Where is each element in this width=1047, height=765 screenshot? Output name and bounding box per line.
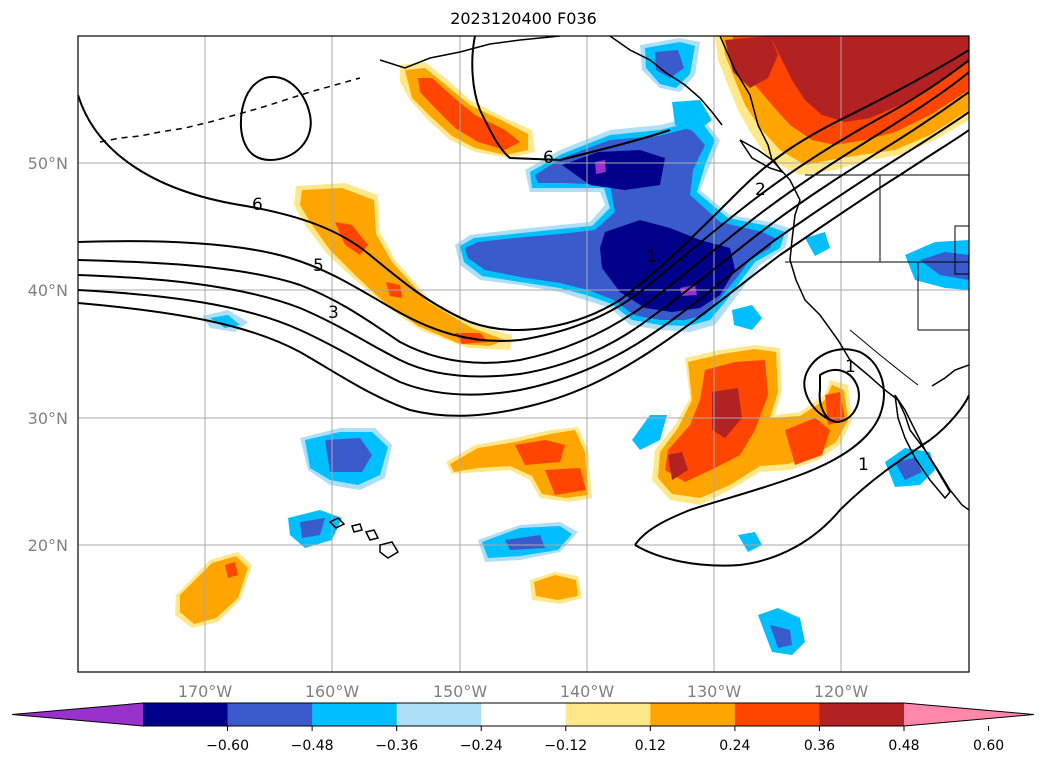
contour-labels: 6 5 3 6 1 2 1 1 (252, 148, 869, 475)
colorbar-tick-label: −0.48 (291, 738, 334, 754)
colorbar-swatch (481, 703, 567, 726)
map-contents: 6 5 3 6 1 2 1 1 (78, 36, 969, 672)
lat-label: 50°N (28, 154, 68, 173)
colorbar-tick-label: 0.36 (804, 738, 835, 754)
lon-label: 160°W (305, 682, 360, 701)
colorbar-tick-label: 0.60 (973, 738, 1004, 754)
cold-region-small (202, 38, 969, 655)
warm-region-subtropic-central (446, 427, 592, 502)
colorbar-tick-label: −0.12 (544, 738, 587, 754)
political-borders (785, 174, 969, 386)
colorbar-swatch (312, 703, 398, 726)
colorbar-swatch (734, 703, 820, 726)
colorbar-tick-label: 0.24 (719, 738, 750, 754)
colorbar-tick-label: −0.24 (460, 738, 503, 754)
hawaiian-islands (328, 517, 400, 559)
lon-label: 140°W (560, 682, 615, 701)
colorbar-swatch (143, 703, 229, 726)
warm-region-subtropic-east (652, 345, 852, 505)
colorbar-swatch (396, 703, 482, 726)
colorbar-extend-min (12, 703, 143, 726)
lat-label: 30°N (28, 409, 68, 428)
contour-label: 6 (252, 195, 263, 215)
colorbar-swatch (227, 703, 313, 726)
coastlines (99, 36, 969, 511)
lon-label: 130°W (687, 682, 742, 701)
lat-label: 40°N (28, 281, 68, 300)
lat-label: 20°N (28, 536, 68, 555)
graticule (78, 36, 969, 672)
contour-label: 6 (543, 148, 554, 168)
colorbar: −0.60 −0.48 −0.36 −0.24 −0.12 0.12 0.24 0.36 0.4… (11, 702, 1035, 754)
colorbar-tick-label: 0.48 (888, 738, 919, 754)
lon-label: 120°W (814, 682, 869, 701)
colorbar-swatch (650, 703, 736, 726)
warm-region-south-west (175, 552, 582, 628)
height-contours (78, 36, 969, 567)
contour-label: 5 (313, 256, 324, 276)
contour-label: 1 (646, 247, 657, 267)
contour-label: 2 (755, 180, 766, 200)
warm-region-gulf-alaska (400, 62, 535, 158)
colorbar-tick-label: 0.12 (635, 738, 666, 754)
lon-label: 150°W (433, 682, 488, 701)
map-frame (77, 35, 970, 673)
contour-label: 1 (858, 455, 869, 475)
map-title: 2023120400 F036 (450, 9, 597, 28)
colorbar-extend-max (904, 703, 1034, 726)
lon-label: 170°W (178, 682, 233, 701)
colorbar-swatch (819, 703, 905, 726)
contour-label: 1 (845, 357, 856, 377)
longitude-labels: 170°W 160°W 150°W 140°W 130°W 120°W (178, 682, 869, 701)
colorbar-tick-label: −0.60 (206, 738, 249, 754)
colorbar-swatch (565, 703, 651, 726)
warm-region-canada (715, 36, 969, 175)
contour-label: 3 (328, 303, 339, 323)
latitude-labels: 50°N 40°N 30°N 20°N (28, 154, 68, 555)
colorbar-outline (11, 702, 1035, 727)
colorbar-tick-label: −0.36 (375, 738, 418, 754)
